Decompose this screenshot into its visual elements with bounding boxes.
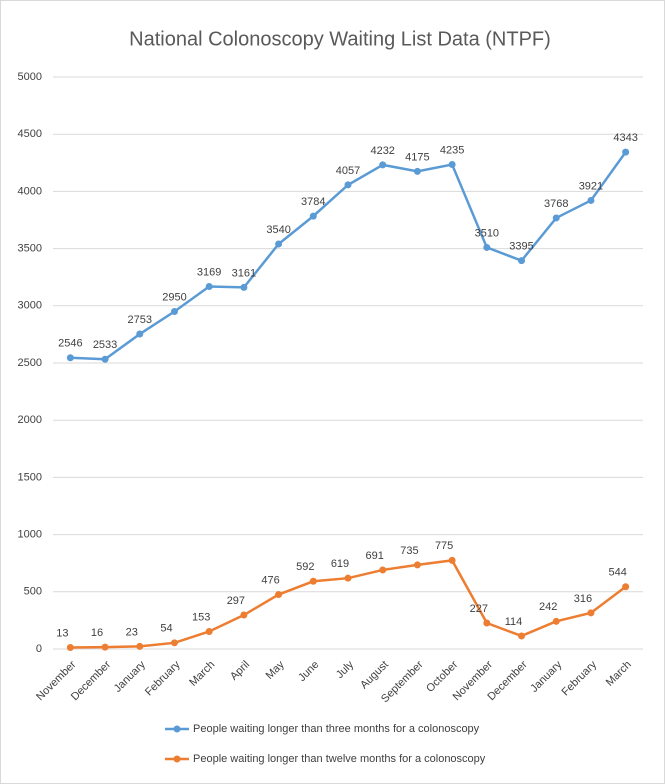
data-label: 691	[366, 550, 384, 562]
data-label: 4175	[405, 151, 429, 163]
data-point	[622, 148, 630, 156]
data-point	[483, 619, 491, 627]
data-point	[205, 282, 213, 290]
data-label: 3510	[475, 227, 499, 239]
data-label: 297	[227, 595, 245, 607]
data-label: 227	[470, 603, 488, 615]
data-point	[622, 583, 630, 591]
data-label: 544	[608, 567, 626, 579]
data-label: 592	[296, 561, 314, 573]
data-label: 2950	[162, 291, 186, 303]
data-label: 3921	[579, 180, 603, 192]
y-tick-label: 3000	[18, 300, 42, 312]
data-label: 242	[539, 601, 557, 613]
y-tick-label: 4500	[18, 128, 42, 140]
data-point	[170, 308, 178, 316]
y-tick-label: 0	[36, 643, 42, 655]
data-point	[309, 212, 317, 220]
data-label: 3540	[266, 224, 290, 236]
data-point	[344, 574, 352, 582]
data-point	[101, 355, 109, 363]
data-label: 13	[56, 627, 68, 639]
data-label: 3768	[544, 198, 568, 210]
data-point	[552, 214, 560, 222]
y-tick-label: 500	[24, 586, 42, 598]
data-label: 4343	[613, 132, 637, 144]
data-label: 23	[126, 626, 138, 638]
data-point	[379, 161, 387, 169]
data-label: 153	[192, 611, 210, 623]
data-point	[275, 240, 283, 248]
data-point	[344, 181, 352, 189]
data-label: 316	[574, 593, 592, 605]
data-point	[101, 643, 109, 651]
data-point	[66, 354, 74, 362]
data-point	[587, 609, 595, 617]
data-label: 735	[400, 545, 418, 557]
data-point	[170, 639, 178, 647]
data-label: 4232	[370, 145, 394, 157]
data-point	[413, 167, 421, 175]
legend-marker	[173, 755, 181, 763]
data-label: 2546	[58, 338, 82, 350]
y-tick-label: 5000	[18, 71, 42, 83]
data-point	[552, 617, 560, 625]
y-tick-label: 2500	[18, 357, 42, 369]
legend-label: People waiting longer than twelve months…	[193, 753, 486, 765]
data-point	[309, 577, 317, 585]
y-tick-label: 3500	[18, 243, 42, 255]
y-tick-label: 4000	[18, 185, 42, 197]
data-point	[136, 330, 144, 338]
data-point	[379, 566, 387, 574]
data-label: 476	[261, 574, 279, 586]
data-label: 16	[91, 627, 103, 639]
data-label: 54	[160, 623, 172, 635]
data-point	[275, 591, 283, 599]
legend-marker	[173, 725, 181, 733]
data-label: 2753	[128, 314, 152, 326]
data-label: 3395	[509, 241, 533, 253]
data-point	[240, 611, 248, 619]
data-point	[587, 196, 595, 204]
data-point	[483, 243, 491, 251]
y-tick-label: 1500	[18, 471, 42, 483]
data-point	[66, 644, 74, 652]
data-point	[205, 627, 213, 635]
data-point	[448, 556, 456, 564]
data-point	[413, 561, 421, 569]
data-label: 3161	[232, 267, 256, 279]
data-point	[518, 257, 526, 265]
data-point	[518, 632, 526, 640]
data-label: 3169	[197, 266, 221, 278]
y-tick-label: 1000	[18, 529, 42, 541]
data-point	[136, 642, 144, 650]
data-label: 775	[435, 540, 453, 552]
data-label: 114	[505, 616, 523, 628]
chart-title: National Colonoscopy Waiting List Data (…	[129, 28, 551, 50]
data-label: 4057	[336, 165, 360, 177]
data-label: 3784	[301, 196, 325, 208]
data-label: 619	[331, 558, 349, 570]
legend-label: People waiting longer than three months …	[193, 723, 480, 735]
data-label: 2533	[93, 339, 117, 351]
y-tick-label: 2000	[18, 414, 42, 426]
data-point	[240, 283, 248, 291]
data-label: 4235	[440, 144, 464, 156]
data-point	[448, 161, 456, 169]
